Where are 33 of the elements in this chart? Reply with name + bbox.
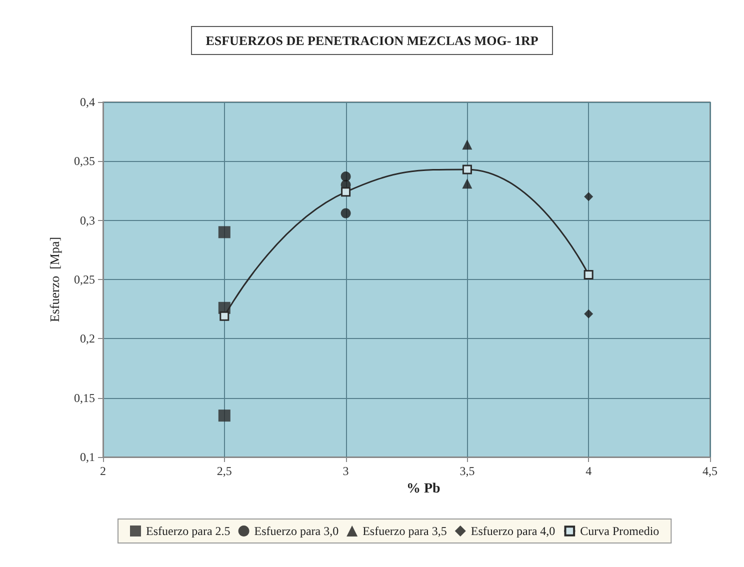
legend-label: Esfuerzo para 4,0 [470,524,556,538]
legend-label: Curva Promedio [580,524,660,538]
y-tick-label: 0,3 [80,213,95,228]
point [462,140,472,150]
y-tick-label: 0,15 [74,390,95,405]
legend-label: Esfuerzo para 3,5 [362,524,447,538]
point [218,410,230,422]
point [341,187,351,197]
y-axis-title: Esfuerzo [Mpa] [47,236,62,322]
x-tick-label: 3 [342,464,349,478]
x-tick-label: 3,5 [460,464,475,478]
chart-title: ESFUERZOS DE PENETRACION MEZCLAS MOG- 1RP [206,33,538,48]
point [220,311,230,321]
point [462,164,472,174]
point [584,270,594,280]
legend-label: Esfuerzo para 2.5 [146,524,230,538]
point [584,192,594,202]
x-axis-title: % Pb [406,481,441,496]
point [462,178,472,189]
x-tick-label: 2,5 [216,464,232,478]
point [340,172,351,182]
point [340,208,351,218]
y-tick-label: 0,25 [74,272,95,286]
point [218,226,230,238]
x-tick-label: 4,5 [702,464,718,478]
y-tick-label: 0,4 [80,95,95,109]
x-tick-label: 2 [100,464,106,478]
legend-label: Esfuerzo para 3,0 [254,524,339,538]
y-tick-label: 0,2 [80,332,95,346]
y-tick-label: 0,35 [74,154,95,168]
point [584,309,594,318]
x-tick-label: 4 [586,464,592,478]
y-tick-label: 0,1 [80,450,95,464]
